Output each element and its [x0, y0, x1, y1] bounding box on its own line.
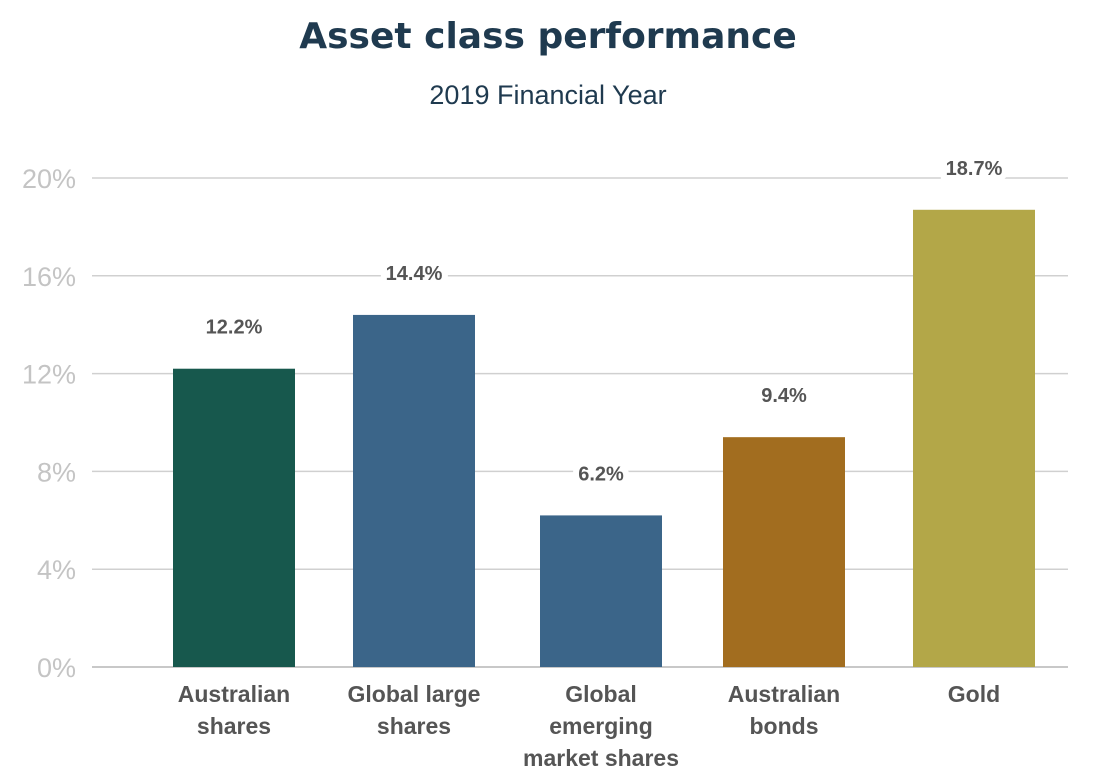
- x-tick-label: Gold: [948, 681, 1000, 707]
- y-tick-label: 20%: [22, 164, 76, 194]
- x-tick-label: Australian shares: [178, 681, 290, 739]
- y-axis-ticks: 0% 4% 8% 12% 16% 20%: [22, 164, 76, 683]
- data-labels: 12.2% 14.4% 6.2% 9.4% 18.7%: [200, 152, 1009, 492]
- y-tick-label: 16%: [22, 262, 76, 292]
- data-label: 6.2%: [578, 463, 624, 485]
- y-tick-label: 4%: [37, 555, 76, 585]
- x-tick-label: Australian bonds: [728, 681, 840, 739]
- bar: [353, 314, 475, 667]
- chart-subtitle: 2019 Financial Year: [429, 80, 666, 110]
- bar: [173, 368, 295, 667]
- data-label: 14.4%: [386, 263, 443, 285]
- bars: [173, 209, 1035, 667]
- y-tick-label: 8%: [37, 457, 76, 487]
- y-tick-label: 0%: [37, 653, 76, 683]
- bar: [540, 515, 662, 667]
- bar: [913, 209, 1035, 667]
- data-label: 18.7%: [946, 158, 1003, 180]
- data-label: 9.4%: [761, 385, 807, 407]
- chart-title: Asset class performance: [299, 16, 797, 57]
- y-tick-label: 12%: [22, 360, 76, 390]
- data-label: 12.2%: [206, 317, 263, 339]
- x-axis-ticks: Australian shares Global large shares Global…: [178, 681, 1000, 771]
- x-tick-label: Global emerging market shares: [523, 681, 679, 771]
- x-tick-label: Global large shares: [348, 681, 481, 739]
- bar: [723, 437, 845, 667]
